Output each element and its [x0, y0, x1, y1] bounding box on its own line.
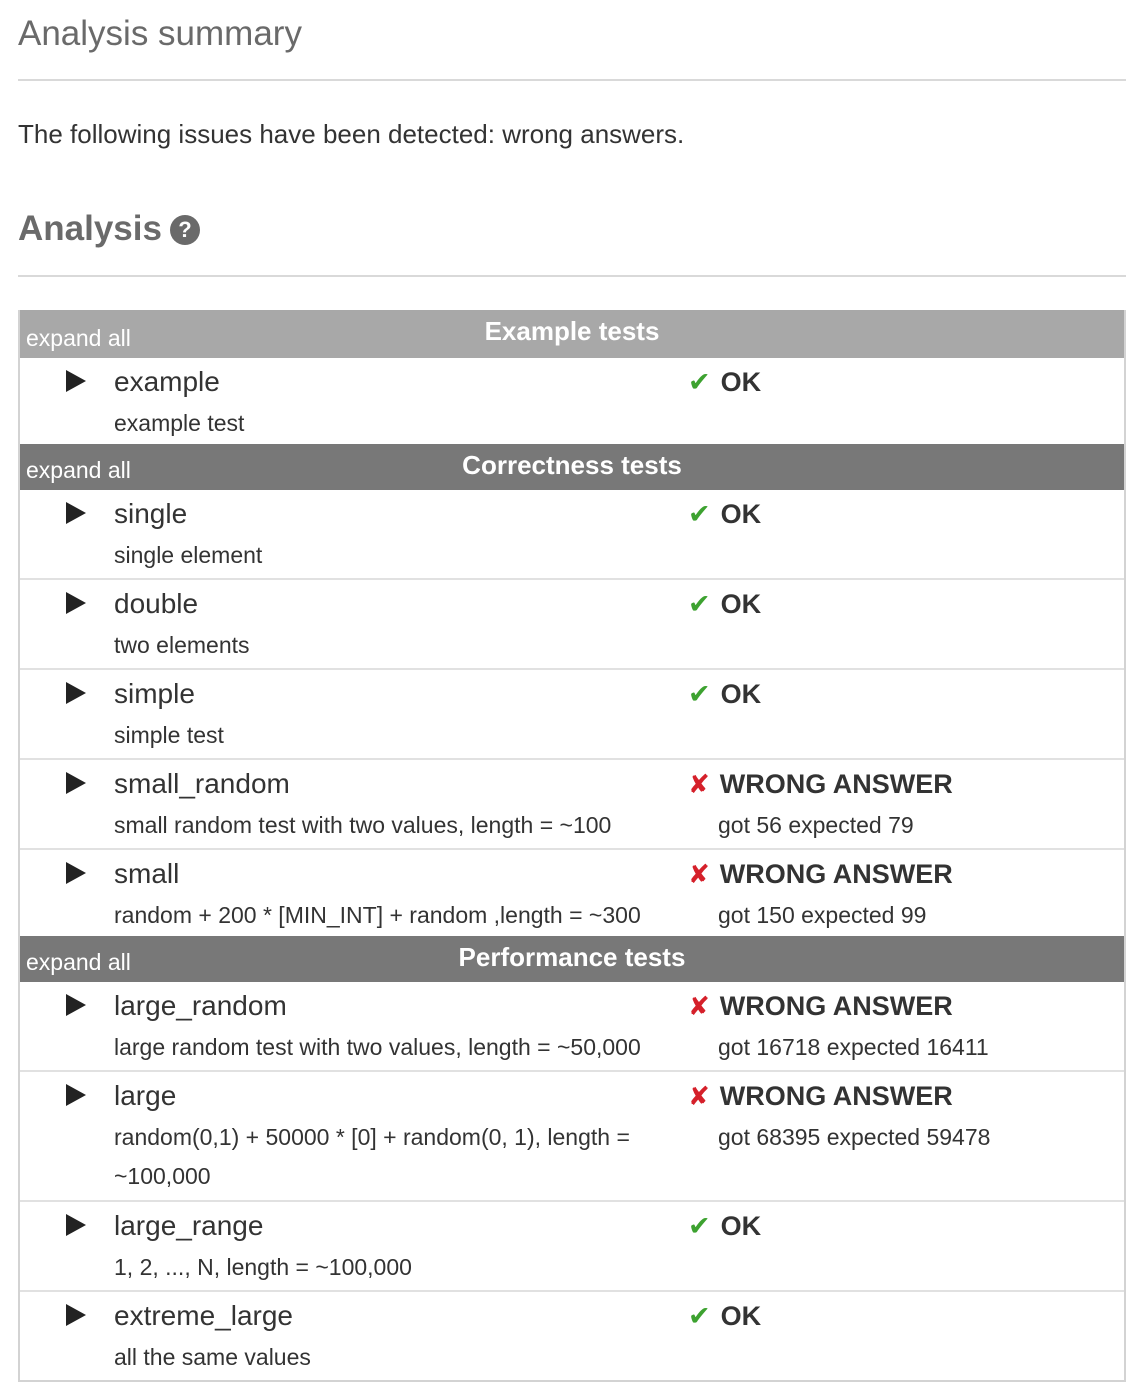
check-mark-icon: ✔ [688, 589, 711, 619]
x-mark-icon: ✘ [688, 769, 710, 799]
check-mark-icon: ✔ [688, 367, 711, 397]
test-name: extreme_large [114, 1300, 293, 1331]
status-label: WRONG ANSWER [719, 769, 953, 799]
test-status: ✘ WRONG ANSWER [688, 856, 953, 892]
test-row[interactable]: large_range 1, 2, ..., N, length = ~100,0… [20, 1200, 1124, 1290]
test-description: simple test [114, 722, 224, 748]
triangle-right-icon[interactable] [66, 682, 86, 704]
test-status: ✔ OK [688, 1208, 761, 1244]
status-label: OK [720, 1301, 762, 1331]
divider [18, 275, 1126, 277]
test-description: example test [114, 410, 245, 436]
status-label: OK [720, 367, 762, 397]
group-title: Performance tests [458, 942, 686, 972]
test-name: small [114, 858, 180, 889]
triangle-right-icon[interactable] [66, 1214, 86, 1236]
test-row[interactable]: double two elements ✔ OK [20, 578, 1124, 668]
result-detail: got 56 expected 79 [718, 812, 914, 838]
status-label: OK [720, 499, 762, 529]
test-status: ✘ WRONG ANSWER [688, 766, 953, 802]
question-circle-icon[interactable]: ? [169, 215, 200, 245]
analysis-title: Analysis ? [18, 207, 200, 251]
test-description: 1, 2, ..., N, length = ~100,000 [114, 1254, 412, 1280]
status-label: OK [720, 589, 762, 619]
triangle-right-icon[interactable] [66, 502, 86, 524]
check-mark-icon: ✔ [688, 679, 711, 709]
test-description: random(0,1) + 50000 * [0] + random(0, 1)… [114, 1124, 630, 1189]
test-status: ✔ OK [688, 364, 761, 400]
test-name: simple [114, 678, 195, 709]
test-status: ✔ OK [688, 496, 761, 532]
expand-all-link[interactable]: expand all [26, 325, 131, 351]
group-header: expand all Correctness tests [20, 444, 1124, 490]
triangle-right-icon[interactable] [66, 1304, 86, 1326]
check-mark-icon: ✔ [688, 1211, 711, 1241]
group-header: expand all Example tests [20, 310, 1124, 358]
test-name: double [114, 588, 199, 619]
triangle-right-icon[interactable] [66, 772, 86, 794]
status-label: OK [720, 1211, 762, 1241]
test-row[interactable]: simple simple test ✔ OK [20, 668, 1124, 758]
x-mark-icon: ✘ [688, 1081, 710, 1111]
x-mark-icon: ✘ [688, 991, 710, 1021]
test-name: large_range [114, 1210, 264, 1241]
result-detail: got 68395 expected 59478 [718, 1124, 991, 1150]
test-name: small_random [114, 768, 290, 799]
test-description: two elements [114, 632, 250, 658]
status-label: WRONG ANSWER [719, 1081, 953, 1111]
test-status: ✔ OK [688, 586, 761, 622]
expand-all-link[interactable]: expand all [26, 457, 131, 483]
test-name: example [114, 366, 220, 397]
test-name: large_random [114, 990, 287, 1021]
triangle-right-icon[interactable] [66, 994, 86, 1016]
group-title: Correctness tests [462, 450, 682, 480]
test-name: single [114, 498, 188, 529]
result-detail: got 16718 expected 16411 [718, 1034, 989, 1060]
check-mark-icon: ✔ [688, 1301, 711, 1331]
analysis-title-text: Analysis [18, 209, 162, 248]
group-header: expand all Performance tests [20, 936, 1124, 982]
summary-title: Analysis summary [18, 14, 302, 53]
triangle-right-icon[interactable] [66, 370, 86, 392]
status-label: WRONG ANSWER [719, 991, 953, 1021]
test-row[interactable]: single single element ✔ OK [20, 490, 1124, 578]
test-description: large random test with two values, lengt… [114, 1034, 641, 1060]
expand-all-link[interactable]: expand all [26, 949, 131, 975]
group-title: Example tests [484, 316, 660, 346]
test-row[interactable]: small random + 200 * [MIN_INT] + random ,… [20, 848, 1124, 936]
test-status: ✔ OK [688, 1298, 761, 1334]
test-row[interactable]: example example test ✔ OK [20, 358, 1124, 444]
triangle-right-icon[interactable] [66, 862, 86, 884]
divider [18, 79, 1126, 81]
test-description: all the same values [114, 1344, 311, 1370]
triangle-right-icon[interactable] [66, 1084, 86, 1106]
x-mark-icon: ✘ [688, 859, 710, 889]
test-status: ✘ WRONG ANSWER [688, 1078, 953, 1114]
result-detail: got 150 expected 99 [718, 902, 927, 928]
check-mark-icon: ✔ [688, 499, 711, 529]
test-description: random + 200 * [MIN_INT] + random ,lengt… [114, 902, 641, 928]
test-status: ✘ WRONG ANSWER [688, 988, 953, 1024]
status-label: WRONG ANSWER [719, 859, 953, 889]
test-description: small random test with two values, lengt… [114, 812, 612, 838]
tests-table: expand all Example tests example example te… [18, 310, 1126, 1382]
test-description: single element [114, 542, 263, 568]
status-label: OK [720, 679, 762, 709]
test-status: ✔ OK [688, 676, 761, 712]
test-row[interactable]: large random(0,1) + 50000 * [0] + random(… [20, 1070, 1124, 1200]
issues-text: The following issues have been detected:… [18, 119, 685, 149]
test-name: large [114, 1080, 177, 1111]
triangle-right-icon[interactable] [66, 592, 86, 614]
